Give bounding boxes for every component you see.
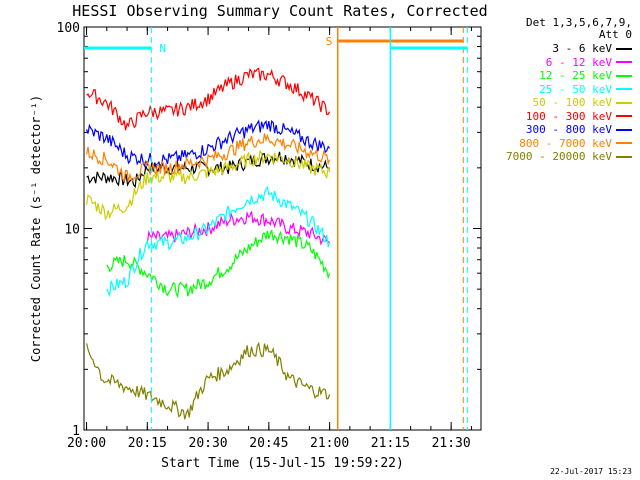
legend-label: 800 - 7000 keV xyxy=(519,136,612,150)
chart-title: HESSI Observing Summary Count Rates, Cor… xyxy=(72,2,488,20)
legend-label: 12 - 25 keV xyxy=(539,69,612,82)
legend-header-line-1: Det 1,3,5,6,7,9, xyxy=(526,16,632,29)
legend-label: 100 - 300 keV xyxy=(525,109,612,123)
y-tick-label: 1 xyxy=(72,424,80,439)
legend-swatch xyxy=(616,142,632,144)
series-line-3 xyxy=(106,185,331,298)
legend-label: 3 - 6 keV xyxy=(552,42,612,55)
legend-label: 6 - 12 keV xyxy=(545,55,612,69)
x-tick-label: 20:15 xyxy=(128,436,167,451)
legend-swatch xyxy=(616,47,632,50)
legend-swatch xyxy=(616,88,632,90)
legend-entry: 25 - 50 keV xyxy=(539,83,632,96)
y-axis-label: Corrected Count Rate (s⁻¹ detector⁻¹) xyxy=(29,95,43,362)
n-label: N xyxy=(159,42,166,55)
series-line-7 xyxy=(86,133,331,183)
x-tick-label: 21:15 xyxy=(371,436,410,451)
x-tick-label: 21:00 xyxy=(310,436,349,451)
legend-entry: 50 - 100 keV xyxy=(533,96,632,109)
s-label: S xyxy=(326,35,333,48)
legend-swatch xyxy=(616,128,632,131)
series-group xyxy=(86,67,331,420)
x-axis-label: Start Time (15-Jul-15 19:59:22) xyxy=(161,456,404,471)
legend-label: 25 - 50 keV xyxy=(539,82,612,96)
series-line-2 xyxy=(106,229,331,299)
series-line-6 xyxy=(86,119,331,168)
legend-label: 7000 - 20000 keV xyxy=(506,150,612,163)
legend-label: 300 - 800 keV xyxy=(525,123,612,136)
legend-label: 50 - 100 keV xyxy=(532,96,612,109)
series-line-4 xyxy=(86,149,331,221)
legend-entry: 7000 - 20000 keV xyxy=(506,150,632,163)
series-line-8 xyxy=(86,341,331,420)
x-tick-label: 21:30 xyxy=(432,436,471,451)
x-tick-label: 20:00 xyxy=(67,436,106,451)
legend-swatch xyxy=(616,155,632,158)
x-tick-label: 20:45 xyxy=(249,436,288,451)
legend-entry: 100 - 300 keV xyxy=(526,110,632,123)
legend-swatch xyxy=(616,101,632,104)
legend-swatch xyxy=(616,115,632,117)
legend-header-line-2: Att 0 xyxy=(598,28,632,41)
footer-date: 22-Jul-2017 15:23 xyxy=(550,467,632,476)
series-line-5 xyxy=(86,67,331,131)
y-tick-label: 10 xyxy=(64,223,80,238)
legend-entry: 12 - 25 keV xyxy=(539,69,632,82)
legend-swatch xyxy=(616,61,632,63)
y-tick-label: 100 xyxy=(57,21,80,36)
x-tick-label: 20:30 xyxy=(189,436,228,451)
legend-entry: 3 - 6 keV xyxy=(552,42,632,55)
legend-entry: 6 - 12 keV xyxy=(546,56,632,69)
legend-swatch xyxy=(616,74,632,77)
series-line-1 xyxy=(146,210,330,246)
legend-entry: 300 - 800 keV xyxy=(526,123,632,136)
legend-entry: 800 - 7000 keV xyxy=(519,137,632,150)
